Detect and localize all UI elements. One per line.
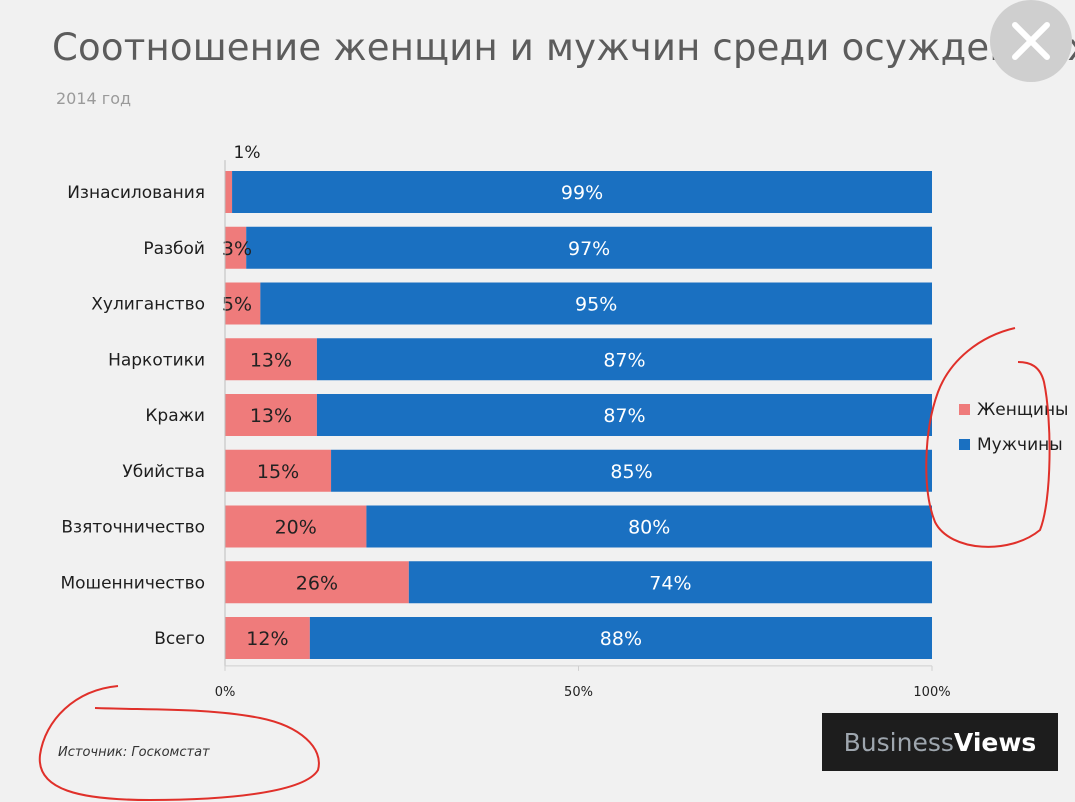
bar-men-6 [366,505,932,548]
legend-label-1: Мужчины [977,435,1063,455]
bar-women-1 [225,226,247,269]
bar-women-4 [225,394,317,436]
data-label-men: 97% [568,238,610,260]
bar-men-3 [316,338,932,381]
data-label-women: 3% [222,238,252,260]
logo-part-2: Views [953,727,1037,757]
category-label: Взяточничество [61,518,205,538]
data-label-men: 85% [610,461,652,483]
bar-women-8 [225,617,310,659]
data-label-women: 12% [246,628,288,650]
category-label: Убийства [122,462,205,482]
data-label-men: 80% [628,517,670,539]
category-label: Разбой [143,239,205,259]
bar-women-5 [225,449,332,492]
data-label-women: 13% [250,349,292,371]
data-label-men: 88% [600,628,642,650]
data-label-women: 15% [257,461,299,483]
bar-women-0 [225,171,233,213]
legend-annotation-circle [925,327,1051,548]
legend-label-0: Женщины [977,400,1068,420]
data-label-men: 99% [561,182,603,204]
bar-men-5 [331,449,932,492]
x-tick-label: 0% [215,685,236,700]
category-label: Кражи [145,406,205,426]
legend-swatch-1 [959,439,970,450]
source-note: Источник: Госкомстат [58,745,210,760]
businessviews-logo: Business Views [822,713,1058,771]
close-icon [1012,22,1050,60]
data-label-men: 87% [603,349,645,371]
x-tick-label: 100% [913,685,950,700]
data-label-women: 1% [234,143,261,163]
data-label-men: 87% [603,405,645,427]
chart-title: Соотношение женщин и мужчин среди осужде… [52,26,1075,69]
bar-women-3 [225,338,317,381]
legend-swatch-0 [959,404,970,415]
bar-men-8 [309,617,933,659]
logo-part-1: Business [843,727,954,757]
source-annotation-circle [38,685,320,802]
bar-women-6 [225,505,367,548]
bar-men-4 [316,394,932,436]
bar-men-2 [260,282,933,325]
bar-women-7 [225,561,409,604]
data-label-women: 13% [250,405,292,427]
category-label: Всего [154,629,205,649]
category-label: Изнасилования [67,183,205,203]
data-label-men: 74% [649,572,691,594]
data-label-men: 95% [575,294,617,316]
bar-women-2 [225,282,261,325]
close-button[interactable] [990,0,1072,82]
bar-men-0 [232,171,932,213]
data-label-women: 26% [296,572,338,594]
category-label: Мошенничество [60,573,205,593]
category-label: Наркотики [108,350,205,370]
data-label-women: 5% [222,294,252,316]
bar-men-7 [408,561,932,604]
bar-men-1 [246,226,932,269]
data-label-women: 20% [275,517,317,539]
category-label: Хулиганство [91,295,205,315]
chart-subtitle: 2014 год [56,89,132,108]
x-tick-label: 50% [564,685,593,700]
